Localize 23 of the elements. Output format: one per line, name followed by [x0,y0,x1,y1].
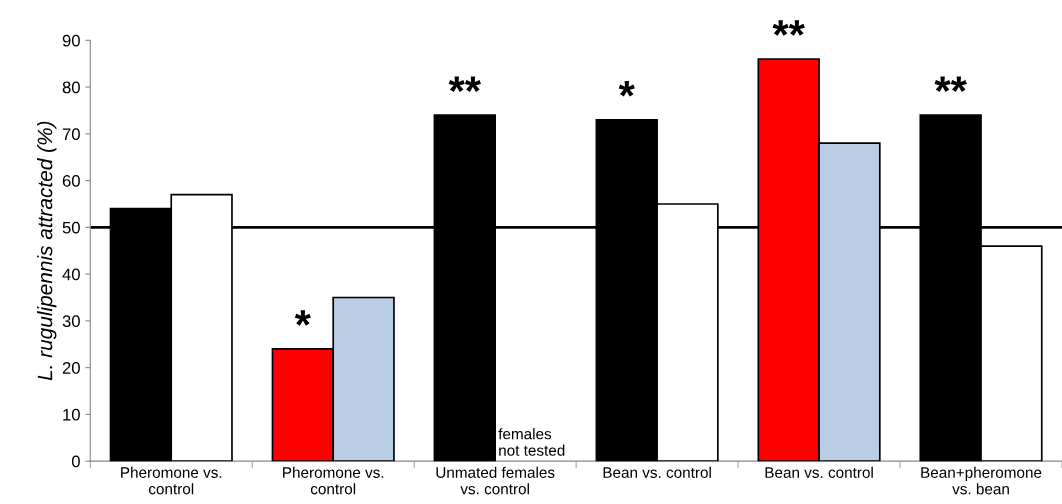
y-tick-label: 40 [62,268,80,281]
data-label: ** [772,20,805,36]
data-label: ** [448,76,481,92]
x-tick-label: Bean vs. control [603,466,711,478]
x-tick-label: Pheromone vs. control [121,466,222,495]
y-tick-label: 0 [71,455,80,468]
x-tick-label: Bean vs. control [765,466,873,478]
y-axis-title: L. rugulipennis attracted (%) [37,121,57,381]
y-tick-label: 70 [62,128,80,141]
data-label: * [618,81,635,97]
data-label: ** [934,76,967,92]
x-tick-label: Bean+pheromone vs. bean [921,466,1042,495]
data-label: * [294,310,311,326]
y-tick-label: 20 [62,362,80,374]
annotation: females not tested [498,428,565,456]
y-tick-label: 80 [62,81,80,94]
y-tick-label: 30 [62,315,80,328]
y-tick-label: 50 [62,221,80,234]
x-tick-label: Unmated females vs. control [436,466,555,495]
y-tick-label: 90 [62,34,80,47]
y-tick-label: 60 [62,175,80,187]
x-tick-label: Pheromone vs. control [283,466,384,495]
y-tick-label: 10 [63,408,80,421]
